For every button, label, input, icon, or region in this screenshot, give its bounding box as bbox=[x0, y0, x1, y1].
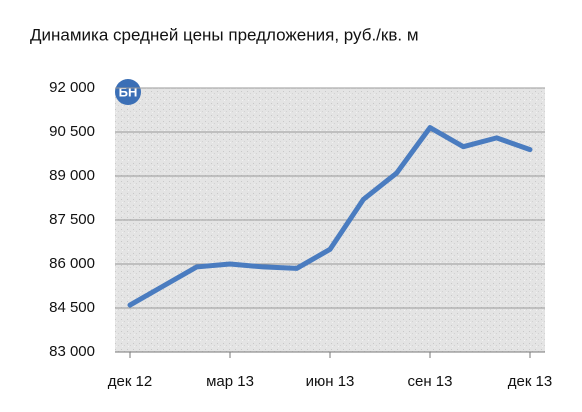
x-tick-label: дек 13 bbox=[508, 373, 553, 390]
y-tick-label: 90 500 bbox=[49, 123, 95, 140]
x-tick-label: сен 13 bbox=[408, 373, 453, 390]
chart-title: Динамика средней цены предложения, руб./… bbox=[30, 25, 419, 44]
logo: БН bbox=[115, 79, 141, 105]
data-line bbox=[127, 125, 533, 308]
x-tick-label: мар 13 bbox=[206, 373, 254, 390]
logo-mark bbox=[115, 79, 141, 105]
y-tick-label: 84 500 bbox=[49, 299, 95, 316]
y-tick-label: 87 500 bbox=[49, 211, 95, 228]
y-tick-label: 86 000 bbox=[49, 255, 95, 272]
x-tick-label: июн 13 bbox=[306, 373, 355, 390]
y-tick-label: 83 000 bbox=[49, 343, 95, 360]
logo-text: БН bbox=[119, 84, 138, 99]
x-tick-label: дек 12 bbox=[108, 373, 153, 390]
y-tick-label: 92 000 bbox=[49, 79, 95, 96]
y-tick-label: 89 000 bbox=[49, 167, 95, 184]
